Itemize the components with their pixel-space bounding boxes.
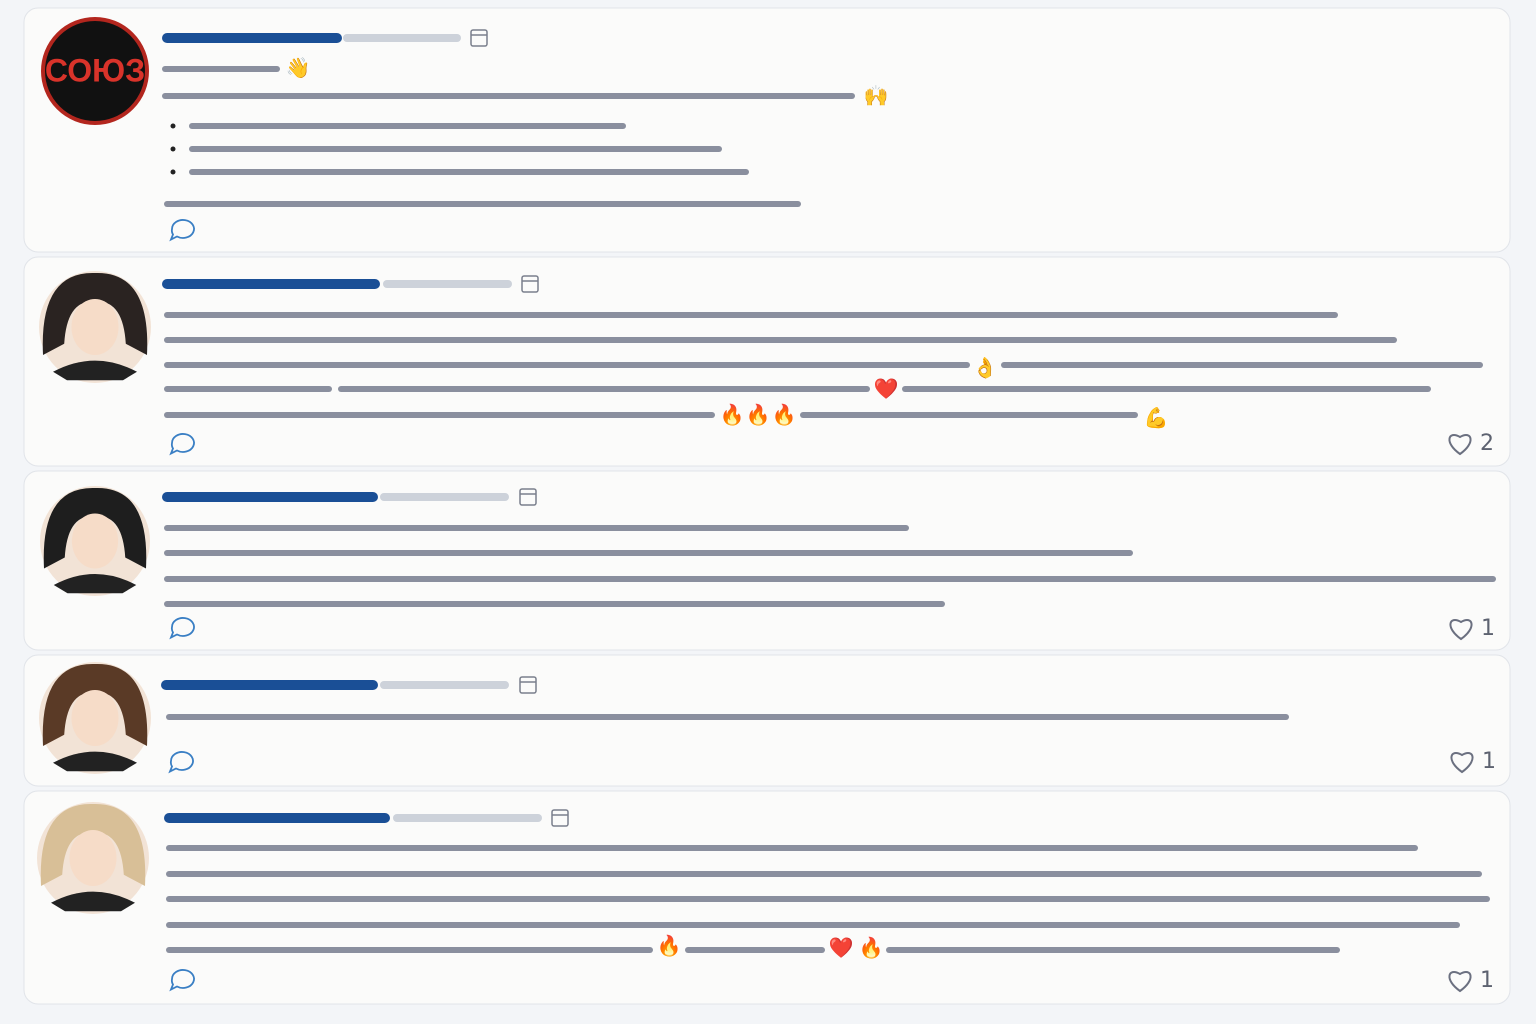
like-button[interactable] — [1448, 971, 1472, 993]
bullet — [170, 146, 176, 152]
like-count: 1 — [1481, 616, 1495, 641]
calendar-icon — [551, 809, 569, 827]
comment-card — [23, 7, 1511, 253]
bullet — [170, 169, 176, 175]
like-button[interactable] — [1450, 752, 1474, 774]
like-button[interactable] — [1448, 434, 1472, 456]
emoji: 🙌 — [864, 84, 889, 108]
emoji: 🔥 — [746, 403, 771, 427]
avatar-body — [53, 360, 137, 381]
avatar-body — [53, 574, 137, 594]
emoji: ❤️ — [829, 936, 854, 960]
bullet — [170, 123, 176, 129]
emoji: 🔥 — [772, 403, 797, 427]
avatar-hair — [42, 272, 148, 355]
like-button[interactable] — [1449, 619, 1473, 641]
calendar-icon — [521, 275, 539, 293]
emoji: 🔥 — [720, 403, 745, 427]
reply-button[interactable] — [169, 219, 195, 242]
calendar-icon — [519, 488, 537, 506]
like-count: 1 — [1480, 968, 1494, 993]
avatar — [41, 17, 149, 125]
like-count: 2 — [1480, 431, 1494, 456]
comment-card — [23, 654, 1511, 787]
reply-button[interactable] — [168, 751, 194, 774]
avatar-text: СОЮЗ — [45, 52, 145, 88]
emoji: 👌 — [973, 356, 998, 380]
calendar-icon — [470, 29, 488, 47]
emoji: 🔥 — [657, 934, 682, 958]
avatar-body — [53, 751, 137, 772]
reply-button[interactable] — [169, 617, 195, 640]
avatar-hair — [43, 487, 147, 569]
reply-button[interactable] — [169, 433, 195, 456]
avatar-face — [71, 299, 119, 355]
like-count: 1 — [1482, 749, 1496, 774]
avatar-body — [51, 891, 135, 912]
avatar-hair — [42, 663, 148, 746]
emoji: 💪 — [1144, 406, 1169, 430]
emoji: ❤️ — [874, 377, 899, 401]
emoji: 🔥 — [859, 936, 884, 960]
avatar-face — [69, 830, 117, 886]
avatar-face — [71, 513, 119, 569]
reply-button[interactable] — [169, 969, 195, 992]
avatar-face — [71, 690, 119, 746]
avatar-hair — [40, 803, 146, 886]
emoji: 👋 — [286, 56, 311, 80]
calendar-icon — [519, 676, 537, 694]
